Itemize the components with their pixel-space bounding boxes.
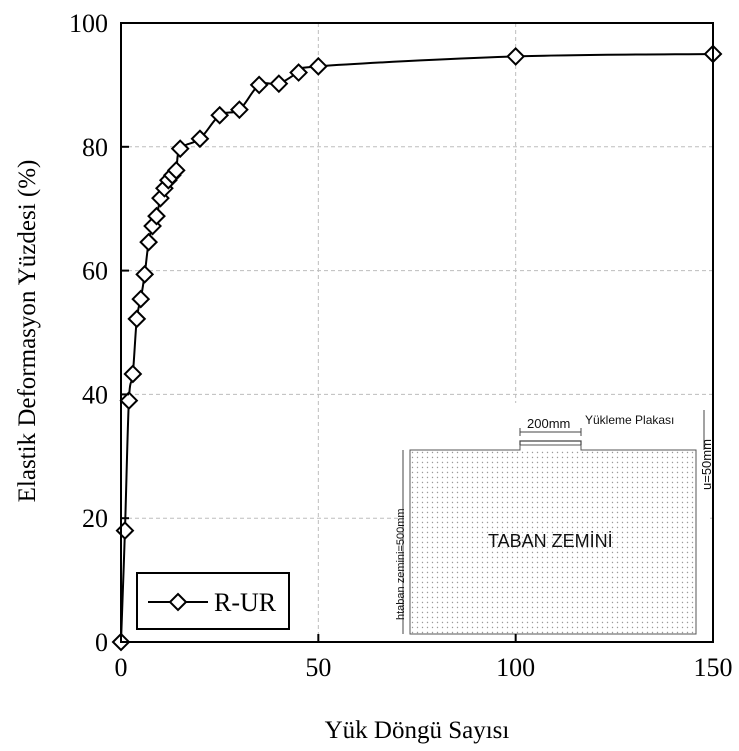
soil-body: [410, 450, 696, 634]
data-point-r-ur: [170, 139, 190, 159]
series-markers-r-ur: [111, 44, 723, 652]
depth-label: htaban zemini=500mm: [395, 508, 407, 620]
legend-marker-r-ur: [168, 592, 188, 612]
soil-outline: [409, 444, 697, 635]
plate-width-label: 200mm: [527, 416, 570, 431]
axis-ticks: [120, 22, 714, 643]
data-point-r-ur: [210, 105, 230, 125]
data-point-r-ur: [139, 232, 159, 252]
legend-label-r-ur: R-UR: [214, 588, 277, 617]
plot-frame: [120, 22, 714, 643]
data-point-r-ur: [249, 75, 269, 95]
data-point-r-ur: [269, 74, 289, 94]
data-point-r-ur: [289, 63, 309, 82]
plate-label: Yükleme Plakası: [585, 413, 674, 427]
data-point-r-ur: [506, 47, 526, 66]
x-tick-label: 50: [305, 653, 331, 682]
y-tick-labels: 0 20 40 60 80 100: [69, 9, 108, 657]
data-point-r-ur: [123, 364, 143, 384]
y-axis-title: Elastik Deformasyon Yüzdesi (%): [14, 160, 41, 503]
x-tick-labels: 0 50 100 150: [115, 653, 733, 682]
soil-label: TABAN ZEMİNİ: [488, 531, 613, 551]
data-point-r-ur: [119, 391, 139, 411]
y-tick-label: 100: [69, 9, 108, 38]
data-point-r-ur: [127, 309, 147, 329]
y-tick-label: 80: [82, 133, 108, 162]
data-point-r-ur: [190, 129, 210, 149]
data-point-r-ur: [166, 160, 186, 180]
x-tick-label: 0: [115, 653, 128, 682]
y-tick-label: 40: [82, 380, 108, 409]
data-point-r-ur: [229, 100, 249, 120]
data-point-r-ur: [131, 289, 151, 309]
x-tick-label: 100: [496, 653, 535, 682]
y-tick-label: 60: [82, 257, 108, 286]
x-axis-title: Yük Döngü Sayısı: [325, 717, 510, 744]
data-point-r-ur: [147, 206, 166, 226]
y-tick-label: 0: [95, 628, 108, 657]
legend: R-UR: [136, 572, 290, 630]
u-label: u=50mm: [699, 439, 714, 490]
data-point-r-ur: [135, 264, 155, 284]
data-point-r-ur: [308, 56, 328, 76]
data-point-r-ur: [115, 521, 135, 540]
y-tick-label: 20: [82, 504, 108, 533]
x-tick-label: 150: [694, 653, 733, 682]
inset-diagram: 200mm Yükleme Plakası TABAN ZEMİNİ htaba…: [395, 403, 714, 641]
loading-plate-icon: [519, 440, 582, 445]
